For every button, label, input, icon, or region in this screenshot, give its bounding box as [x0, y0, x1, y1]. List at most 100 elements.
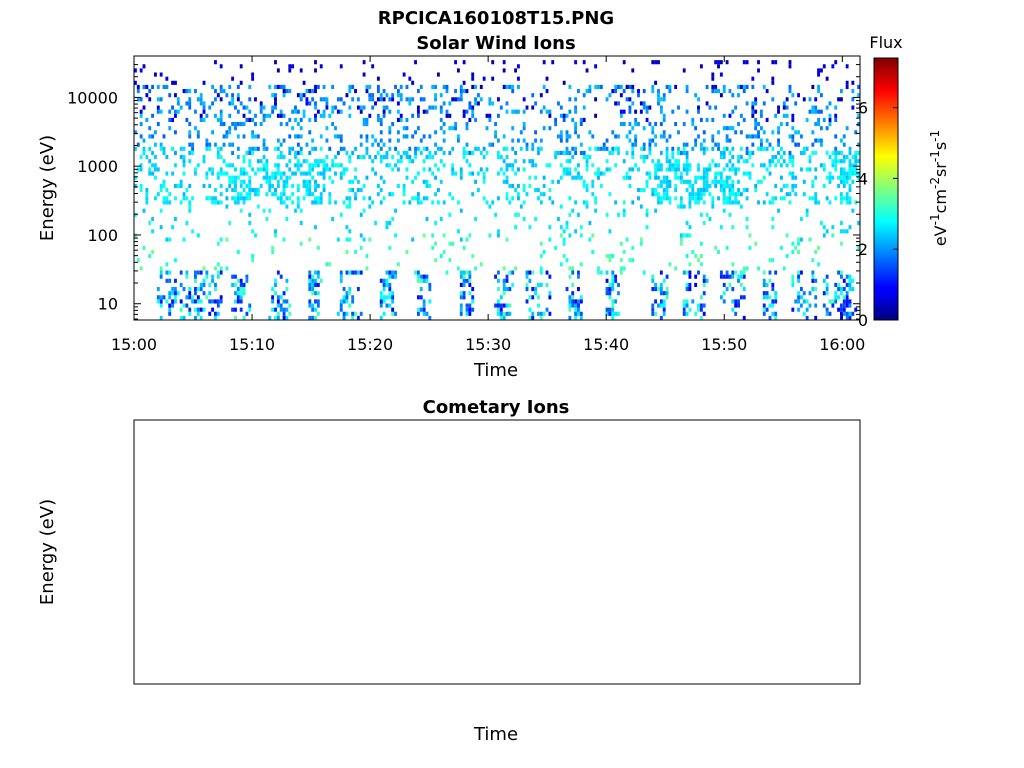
- spectrogram-cell: [234, 315, 237, 321]
- spectrogram-cell: [665, 84, 669, 90]
- spectrogram-cell: [328, 175, 332, 180]
- spectrogram-cell: [857, 93, 860, 98]
- spectrogram-cell: [465, 270, 469, 275]
- spectrogram-cell: [654, 163, 658, 168]
- spectrogram-cell: [276, 138, 280, 143]
- spectrogram-cell: [385, 270, 389, 275]
- spectrogram-cell: [271, 307, 275, 312]
- spectrogram-cell: [194, 278, 197, 283]
- spectrogram-cell: [462, 146, 466, 151]
- spectrogram-cell: [428, 183, 432, 189]
- spectrogram-cell: [416, 89, 420, 94]
- spectrogram-cell: [851, 208, 855, 213]
- spectrogram-cell: [651, 303, 655, 308]
- spectrogram-cell: [299, 163, 303, 168]
- spectrogram-cell: [494, 122, 497, 127]
- spectrogram-cell: [285, 315, 289, 321]
- spectrogram-cell: [176, 97, 180, 102]
- spectrogram-cell: [208, 196, 212, 201]
- spectrogram-cell: [322, 171, 326, 176]
- spectrogram-cell: [665, 274, 669, 279]
- spectrogram-cell: [679, 204, 683, 209]
- spectrogram-cell: [565, 134, 569, 139]
- spectrogram-cell: [605, 278, 609, 283]
- spectrogram-cell: [345, 225, 349, 230]
- spectrogram-cell: [385, 155, 389, 160]
- spectrogram-cell: [482, 76, 486, 81]
- spectrogram-cell: [314, 101, 317, 106]
- spectrogram-cell: [531, 295, 535, 300]
- spectrogram-cell: [396, 109, 400, 114]
- spectrogram-cell: [442, 122, 446, 127]
- spectrogram-cell: [642, 126, 646, 131]
- spectrogram-cell: [591, 163, 595, 168]
- spectrogram-cell: [751, 109, 755, 114]
- spectrogram-cell: [839, 159, 843, 164]
- spectrogram-cell: [148, 89, 152, 94]
- spectrogram-cell: [171, 80, 175, 85]
- spectrogram-cell: [551, 60, 555, 65]
- spectrogram-cell: [568, 97, 572, 102]
- spectrogram-cell: [311, 97, 315, 102]
- spectrogram-cell: [354, 270, 357, 275]
- spectrogram-cell: [288, 89, 292, 94]
- spectrogram-cell: [248, 307, 252, 312]
- spectrogram-cell: [199, 315, 203, 321]
- spectrogram-cell: [262, 167, 266, 172]
- spectrogram-cell: [794, 175, 798, 180]
- spectrogram-cell: [245, 278, 249, 283]
- spectrogram-cell: [348, 237, 352, 242]
- spectrogram-cell: [334, 200, 337, 205]
- spectrogram-cell: [808, 167, 812, 172]
- spectrogram-cell: [442, 163, 446, 168]
- spectrogram-cell: [282, 307, 286, 312]
- spectrogram-cell: [159, 188, 163, 193]
- spectrogram-cell: [365, 146, 369, 151]
- spectrogram-cell: [688, 196, 692, 201]
- spectrogram-cell: [702, 311, 706, 316]
- spectrogram-cell: [594, 113, 598, 118]
- spectrogram-cell: [857, 175, 860, 180]
- spectrogram-cell: [328, 146, 332, 151]
- spectrogram-cell: [522, 216, 526, 222]
- spectrogram-cell: [857, 221, 860, 226]
- spectrogram-cell: [331, 84, 335, 90]
- spectrogram-cell: [465, 159, 469, 164]
- spectrogram-cell: [599, 146, 603, 151]
- spectrogram-cell: [148, 134, 152, 139]
- spectrogram-cell: [602, 146, 606, 151]
- spectrogram-cell: [148, 126, 152, 131]
- spectrogram-cell: [422, 274, 426, 279]
- spectrogram-cell: [625, 134, 629, 139]
- spectrogram-cell: [568, 109, 572, 114]
- spectrogram-cell: [708, 167, 712, 172]
- spectrogram-cell: [854, 130, 858, 135]
- spectrogram-cell: [196, 295, 200, 300]
- spectrogram-cell: [628, 84, 632, 90]
- spectrogram-cell: [342, 200, 346, 205]
- spectrogram-cell: [751, 163, 755, 168]
- spectrogram-cell: [322, 97, 326, 102]
- spectrogram-cell: [779, 175, 783, 180]
- spectrogram-cell: [356, 179, 360, 184]
- spectrogram-cell: [174, 216, 177, 222]
- spectrogram-cell: [176, 109, 180, 114]
- spectrogram-cell: [659, 163, 663, 168]
- spectrogram-cell: [551, 200, 555, 205]
- spectrogram-cell: [614, 278, 618, 283]
- spectrogram-cell: [497, 113, 500, 118]
- spectrogram-cell: [731, 188, 735, 193]
- spectrogram-cell: [148, 97, 152, 102]
- spectrogram-cell: [645, 212, 649, 217]
- spectrogram-cell: [577, 287, 580, 292]
- spectrogram-cell: [597, 266, 600, 271]
- spectrogram-cell: [151, 113, 155, 118]
- spectrogram-cell: [654, 60, 658, 65]
- spectrogram-cell: [688, 192, 692, 197]
- spectrogram-cell: [497, 229, 500, 234]
- spectrogram-cell: [694, 311, 698, 316]
- spectrogram-cell: [737, 274, 740, 279]
- spectrogram-cell: [568, 150, 572, 156]
- spectrogram-cell: [659, 167, 663, 172]
- spectrogram-cell: [737, 84, 740, 90]
